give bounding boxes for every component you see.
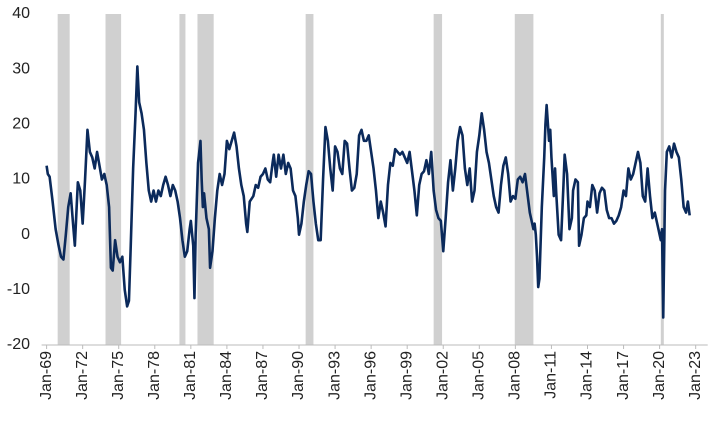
y-tick-label: 10 — [12, 171, 30, 188]
x-tick-label: Jan-87 — [254, 351, 271, 400]
x-tick-label: Jan-81 — [182, 351, 199, 400]
x-tick-label: Jan-99 — [398, 351, 415, 400]
y-tick-label: -10 — [7, 281, 30, 298]
x-tick-label: Jan-75 — [110, 351, 127, 400]
x-tick-label: Jan-02 — [434, 351, 451, 400]
recession-band — [660, 14, 664, 345]
recession-band — [179, 14, 186, 345]
x-tick-label: Jan-11 — [543, 351, 560, 399]
x-tick-label: Jan-05 — [471, 351, 488, 400]
y-tick-label: 30 — [12, 60, 30, 77]
x-tick-label: Jan-69 — [38, 351, 55, 400]
recession-band — [197, 14, 214, 345]
y-tick-label: 40 — [12, 5, 30, 22]
x-tick-label: Jan-14 — [579, 351, 596, 400]
recession-band — [305, 14, 314, 345]
y-tick-label: -20 — [7, 336, 30, 353]
recession-band — [105, 14, 122, 345]
x-tick-label: Jan-20 — [651, 351, 668, 400]
data-line — [45, 65, 691, 319]
x-tick-label: Jan-96 — [362, 351, 379, 400]
y-tick-label: 0 — [21, 226, 30, 243]
y-tick-label: 20 — [12, 116, 30, 133]
x-tick-label: Jan-93 — [326, 351, 343, 400]
x-tick-label: Jan-78 — [146, 351, 163, 400]
x-tick-label: Jan-23 — [687, 351, 704, 400]
x-tick-label: Jan-17 — [615, 351, 632, 400]
x-tick-label: Jan-84 — [218, 351, 235, 400]
x-tick-label: Jan-72 — [74, 351, 91, 400]
x-tick-label: Jan-08 — [507, 351, 524, 400]
recession-band — [57, 14, 70, 345]
x-tick-label: Jan-90 — [290, 351, 307, 400]
recession-band — [433, 14, 443, 345]
